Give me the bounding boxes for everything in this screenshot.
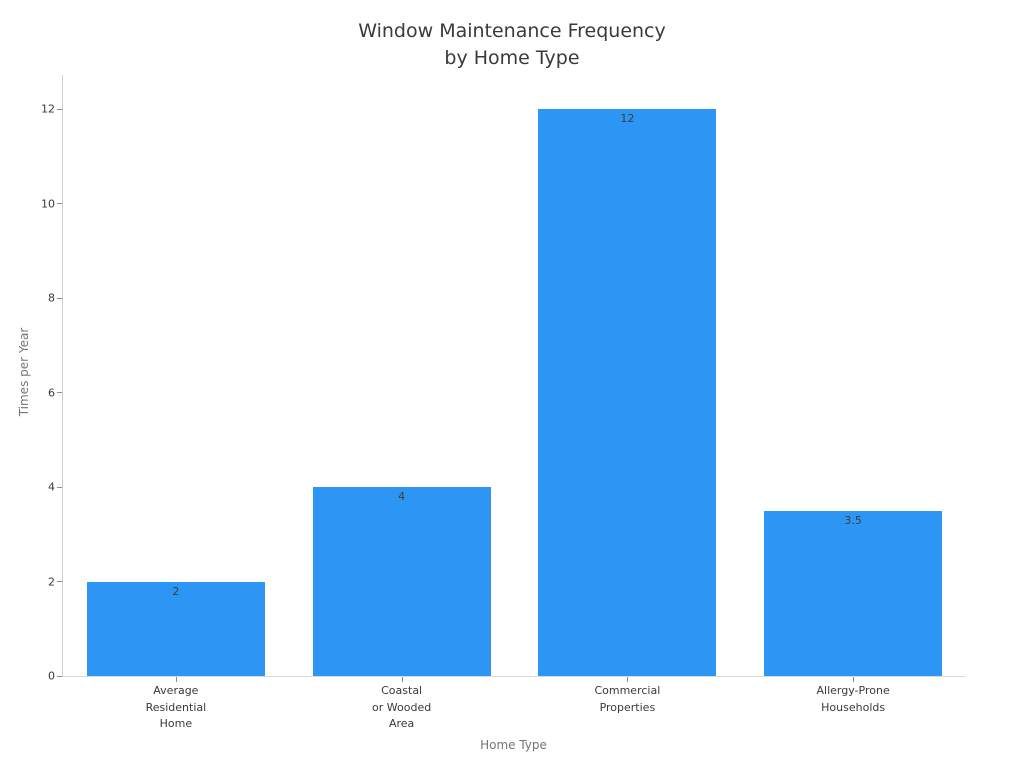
y-tick-mark — [57, 297, 62, 299]
y-axis-title: Times per Year — [17, 327, 31, 417]
y-tick-label: 10 — [41, 197, 55, 211]
y-tick-label: 0 — [48, 669, 55, 683]
x-tick-label-line: Area — [388, 717, 415, 730]
x-tick-label-line: Home — [159, 717, 193, 730]
x-tick-label-line: Commercial — [594, 684, 661, 697]
x-tick-mark — [627, 677, 629, 682]
y-tick-label: 12 — [41, 102, 55, 116]
x-tick-label: Average Residential Home — [66, 683, 286, 733]
x-axis-title: Home Type — [480, 738, 547, 752]
bar-value-label: 2 — [172, 584, 180, 598]
chart-title-line-2: by Home Type — [444, 47, 580, 69]
y-tick-mark — [57, 581, 62, 582]
x-tick-label: Commercial Properties — [517, 683, 737, 716]
chart-title: Window Maintenance Frequency by Home Typ… — [0, 18, 1024, 72]
x-tick-mark — [401, 677, 403, 682]
bar: 12 — [538, 109, 717, 676]
x-tick-label-line: Residential — [145, 700, 207, 714]
y-tick-mark — [57, 203, 62, 205]
x-tick-label-line: Allergy-Prone — [816, 684, 890, 697]
y-tick-label: 8 — [48, 291, 55, 305]
bar: 2 — [86, 581, 265, 676]
bar-value-label: 12 — [620, 112, 635, 126]
bar: 3.5 — [764, 510, 943, 676]
y-tick-mark — [57, 486, 62, 488]
x-tick-label: Coastal or Wooded Area — [292, 683, 512, 733]
x-tick-label-line: or Wooded — [372, 700, 432, 714]
y-tick-label: 4 — [48, 480, 55, 494]
x-tick-label: Allergy-Prone Households — [743, 683, 963, 716]
bar: 4 — [312, 487, 491, 676]
bar-value-label: 4 — [398, 490, 406, 504]
y-tick-mark — [57, 108, 62, 110]
x-tick-mark — [853, 677, 855, 682]
plot-area: 0 2 4 6 8 10 12 2 Average Residential Home 4 Coastal… — [41, 75, 966, 730]
bar-value-label: 3.5 — [844, 513, 862, 527]
x-tick-label-line: Properties — [599, 700, 656, 714]
y-tick-label: 6 — [48, 386, 55, 399]
chart-title-line-1: Window Maintenance Frequency — [358, 20, 666, 42]
y-tick-label: 2 — [48, 575, 55, 588]
y-tick-mark — [57, 675, 62, 677]
y-tick-mark — [57, 392, 62, 393]
x-tick-label-line: Households — [821, 700, 886, 714]
x-tick-mark — [175, 677, 177, 682]
x-tick-label-line: Average — [153, 684, 199, 697]
x-tick-label-line: Coastal — [381, 684, 423, 697]
